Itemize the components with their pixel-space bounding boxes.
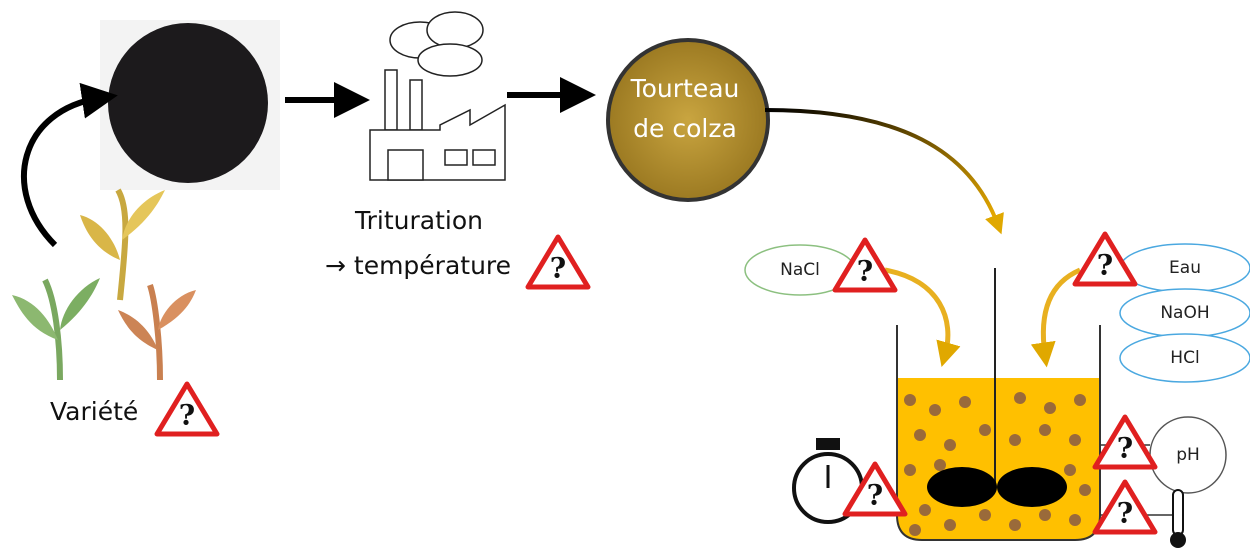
warning-icon: ? bbox=[1072, 231, 1138, 287]
solvent-label: Eau bbox=[1169, 258, 1201, 278]
particle bbox=[904, 464, 916, 476]
crushing-label: Trituration bbox=[354, 206, 483, 235]
salt-label: NaCl bbox=[780, 260, 820, 280]
plants-image bbox=[12, 188, 196, 381]
warning-icon: ? bbox=[154, 381, 220, 437]
warning-triangle bbox=[1072, 231, 1138, 287]
factory-icon bbox=[369, 11, 506, 181]
warning-icon: ? bbox=[842, 461, 908, 517]
warning-triangle bbox=[832, 237, 898, 293]
warning-icon: ? bbox=[832, 237, 898, 293]
particle bbox=[904, 394, 916, 406]
particle bbox=[1064, 464, 1076, 476]
particle bbox=[1039, 424, 1051, 436]
warning-mark: ? bbox=[179, 399, 195, 432]
warning-triangle bbox=[1092, 479, 1158, 535]
warning-icon: ? bbox=[1092, 479, 1158, 535]
warning-triangle bbox=[154, 381, 220, 437]
cake-label: Tourteau bbox=[630, 74, 740, 103]
variety-label: Variété bbox=[50, 397, 138, 426]
warning-icon: ? bbox=[1092, 414, 1158, 470]
solvent-label: NaOH bbox=[1160, 303, 1209, 323]
particle bbox=[909, 524, 921, 536]
particle bbox=[1009, 519, 1021, 531]
warning-mark: ? bbox=[550, 252, 566, 285]
particle bbox=[919, 504, 931, 516]
warning-mark: ? bbox=[1097, 249, 1113, 282]
stopwatch-icon bbox=[792, 438, 864, 524]
cake-label: de colza bbox=[633, 114, 737, 143]
warning-mark: ? bbox=[867, 479, 883, 512]
arrow bbox=[20, 82, 118, 248]
arrow bbox=[764, 108, 1004, 235]
particle bbox=[979, 509, 991, 521]
solvent-bubble bbox=[1119, 333, 1250, 383]
warning-mark: ? bbox=[857, 255, 873, 288]
particle bbox=[944, 439, 956, 451]
particle bbox=[1014, 392, 1026, 404]
warning-mark: ? bbox=[1117, 432, 1133, 465]
particle bbox=[1069, 514, 1081, 526]
beaker bbox=[896, 268, 1175, 541]
particle bbox=[1074, 394, 1086, 406]
warning-triangle bbox=[1092, 414, 1158, 470]
particle bbox=[959, 396, 971, 408]
particle bbox=[934, 459, 946, 471]
cake-image bbox=[606, 38, 770, 202]
particle bbox=[1039, 509, 1051, 521]
warning-mark: ? bbox=[1117, 497, 1133, 530]
particle bbox=[1009, 434, 1021, 446]
particle bbox=[914, 429, 926, 441]
thermometer-icon bbox=[1170, 489, 1186, 548]
warning-icon: ? bbox=[525, 234, 591, 290]
crushing-detail: → température bbox=[325, 251, 511, 280]
particle bbox=[1044, 402, 1056, 414]
arrow bbox=[1030, 267, 1082, 368]
particle bbox=[979, 424, 991, 436]
seeds-image bbox=[100, 20, 280, 190]
solvent-label: HCl bbox=[1170, 348, 1199, 368]
ph-label: pH bbox=[1176, 445, 1200, 465]
particle bbox=[944, 519, 956, 531]
warning-triangle bbox=[842, 461, 908, 517]
particle bbox=[929, 404, 941, 416]
particle bbox=[1079, 484, 1091, 496]
particle bbox=[1069, 434, 1081, 446]
warning-triangle bbox=[525, 234, 591, 290]
arrow bbox=[884, 267, 961, 368]
